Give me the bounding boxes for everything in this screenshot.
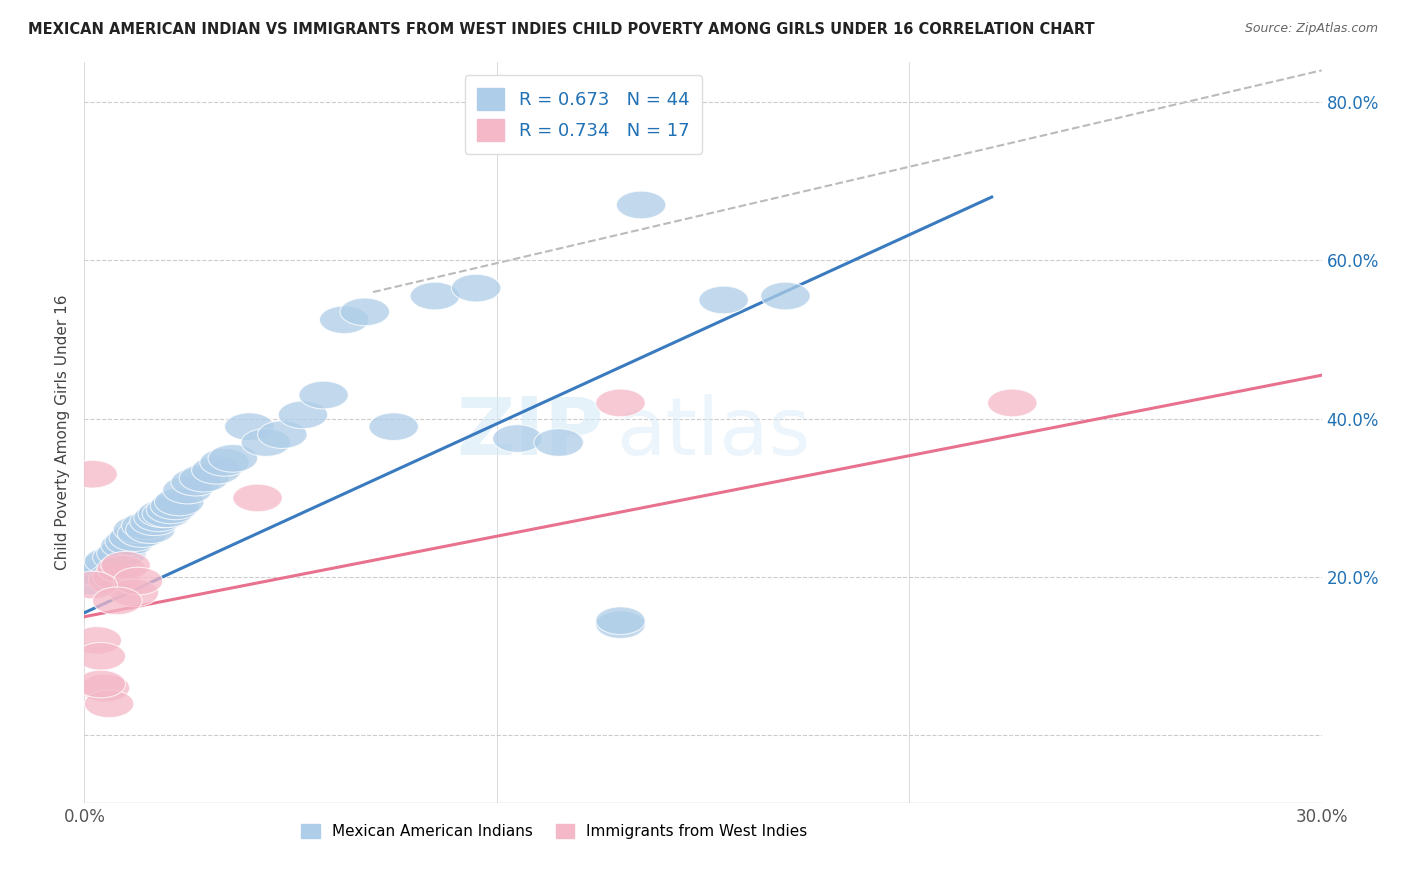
Legend: Mexican American Indians, Immigrants from West Indies: Mexican American Indians, Immigrants fro… bbox=[294, 817, 815, 847]
Text: atlas: atlas bbox=[616, 393, 811, 472]
Text: ZIP: ZIP bbox=[457, 393, 605, 472]
Text: Source: ZipAtlas.com: Source: ZipAtlas.com bbox=[1244, 22, 1378, 36]
Y-axis label: Child Poverty Among Girls Under 16: Child Poverty Among Girls Under 16 bbox=[55, 295, 70, 570]
Text: MEXICAN AMERICAN INDIAN VS IMMIGRANTS FROM WEST INDIES CHILD POVERTY AMONG GIRLS: MEXICAN AMERICAN INDIAN VS IMMIGRANTS FR… bbox=[28, 22, 1095, 37]
